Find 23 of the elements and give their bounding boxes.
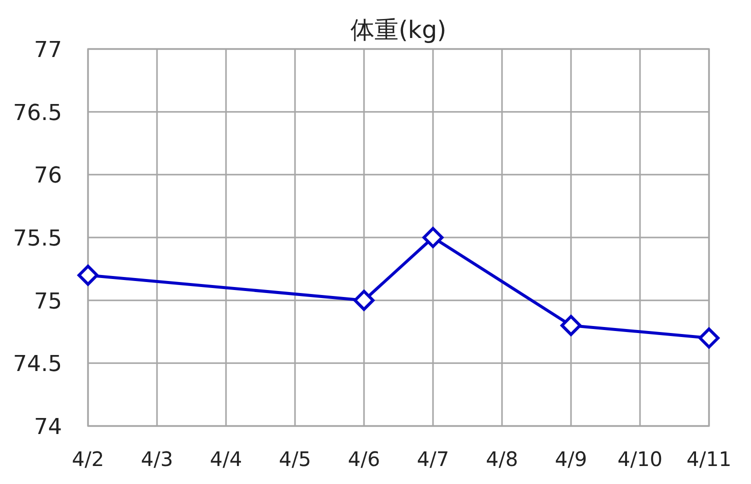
x-tick-label: 4/7: [416, 447, 450, 471]
y-tick-label: 75: [34, 289, 62, 314]
y-tick-label: 76.5: [13, 100, 62, 126]
point: [698, 328, 720, 349]
x-tick-label: 4/4: [210, 447, 242, 471]
chart-title: 体重(kg): [350, 16, 446, 44]
point: [354, 290, 374, 311]
point: [422, 227, 444, 248]
x-tick-label: 4/11: [686, 447, 732, 471]
x-tick-label: 4/8: [486, 447, 518, 471]
y-tick-label: 76: [34, 164, 62, 189]
point: [78, 264, 98, 286]
y-tick-label: 77: [34, 38, 62, 63]
x-tick-label: 4/5: [278, 447, 312, 471]
x-tick-label: 4/2: [72, 447, 104, 471]
x-tick-label: 4/3: [140, 447, 174, 471]
y-tick-label: 74.5: [13, 352, 62, 378]
x-tick-label: 4/6: [348, 447, 380, 471]
x-tick-label: 4/9: [554, 447, 588, 471]
point: [560, 314, 582, 336]
y-tick-label: 75.5: [13, 226, 62, 252]
y-tick-label: 74: [34, 415, 62, 440]
x-tick-label: 4/10: [618, 447, 662, 471]
